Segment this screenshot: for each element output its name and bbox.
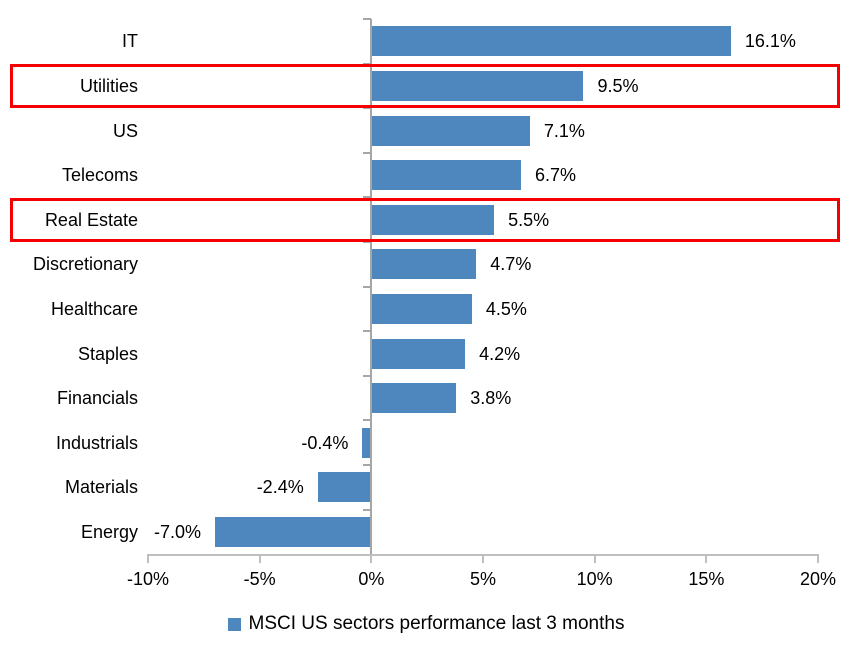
bar-healthcare — [371, 293, 472, 324]
bar-materials — [317, 472, 372, 503]
x-tick-label-20-: 20% — [799, 569, 837, 589]
data-label-staples: 4.2% — [479, 343, 521, 364]
bar-telecoms — [371, 160, 521, 191]
x-tick-label-5-: 5% — [469, 569, 497, 589]
data-label-telecoms: 6.7% — [534, 165, 576, 186]
category-label-telecoms: Telecoms — [61, 165, 138, 186]
data-label-energy: -7.0% — [153, 521, 201, 542]
x-tick-label--5-: -5% — [243, 569, 276, 589]
category-axis-tick — [363, 151, 372, 154]
bar-it — [371, 26, 731, 57]
category-label-discretionary: Discretionary — [32, 254, 138, 275]
category-axis-tick — [363, 330, 372, 333]
bar-financials — [371, 383, 457, 414]
data-label-it: 16.1% — [744, 31, 796, 52]
category-label-utilities: Utilities — [79, 75, 138, 96]
category-axis-tick — [363, 508, 372, 511]
x-axis-tick — [482, 554, 484, 563]
legend: MSCI US sectors performance last 3 month… — [0, 613, 852, 635]
data-label-industrials: -0.4% — [301, 432, 349, 453]
data-label-materials: -2.4% — [256, 477, 304, 498]
x-tick-label--10-: -10% — [126, 569, 170, 589]
category-label-materials: Materials — [64, 477, 138, 498]
bar-real-estate — [371, 204, 495, 235]
x-axis-tick — [147, 554, 149, 563]
category-label-real-estate: Real Estate — [44, 209, 138, 230]
x-tick-label-0-: 0% — [358, 569, 385, 589]
category-axis-tick — [363, 285, 372, 288]
category-axis-tick — [363, 241, 372, 243]
bar-staples — [371, 338, 466, 369]
category-axis-tick — [363, 196, 372, 199]
zero-axis-line — [370, 19, 373, 554]
x-axis-tick — [817, 554, 819, 563]
x-tick-label-15-: 15% — [688, 569, 725, 589]
data-label-discretionary: 4.7% — [490, 254, 532, 275]
x-axis-tick — [705, 554, 708, 563]
category-label-financials: Financials — [56, 388, 138, 409]
category-axis-tick — [363, 107, 372, 110]
category-label-staples: Staples — [77, 343, 138, 364]
highlight-box-utilities — [10, 63, 840, 108]
data-label-real-estate: 5.5% — [508, 209, 550, 230]
bar-discretionary — [371, 249, 477, 280]
data-label-financials: 3.8% — [470, 388, 512, 409]
x-axis-tick — [593, 554, 596, 563]
category-label-industrials: Industrials — [55, 432, 138, 453]
category-axis-tick — [363, 18, 372, 20]
x-axis-tick — [370, 554, 373, 563]
legend-label: MSCI US sectors performance last 3 month… — [248, 613, 625, 634]
bar-energy — [215, 516, 372, 547]
data-label-healthcare: 4.5% — [485, 298, 527, 319]
category-label-it: IT — [122, 31, 138, 52]
x-axis-tick — [258, 554, 261, 563]
bar-utilities — [371, 70, 584, 101]
x-tick-label-10-: 10% — [576, 569, 613, 589]
category-label-energy: Energy — [80, 521, 138, 542]
bar-industrials — [362, 427, 372, 458]
category-label-healthcare: Healthcare — [50, 298, 138, 319]
category-axis-tick — [363, 374, 372, 377]
bar-us — [371, 115, 530, 146]
data-label-utilities: 9.5% — [597, 75, 639, 96]
category-axis-tick — [363, 62, 372, 65]
data-label-us: 7.1% — [543, 120, 585, 141]
category-label-us: US — [112, 120, 138, 141]
category-axis-tick — [363, 419, 372, 422]
legend-swatch-icon — [227, 617, 241, 631]
category-axis-tick — [363, 464, 372, 466]
highlight-box-real-estate — [10, 197, 840, 242]
